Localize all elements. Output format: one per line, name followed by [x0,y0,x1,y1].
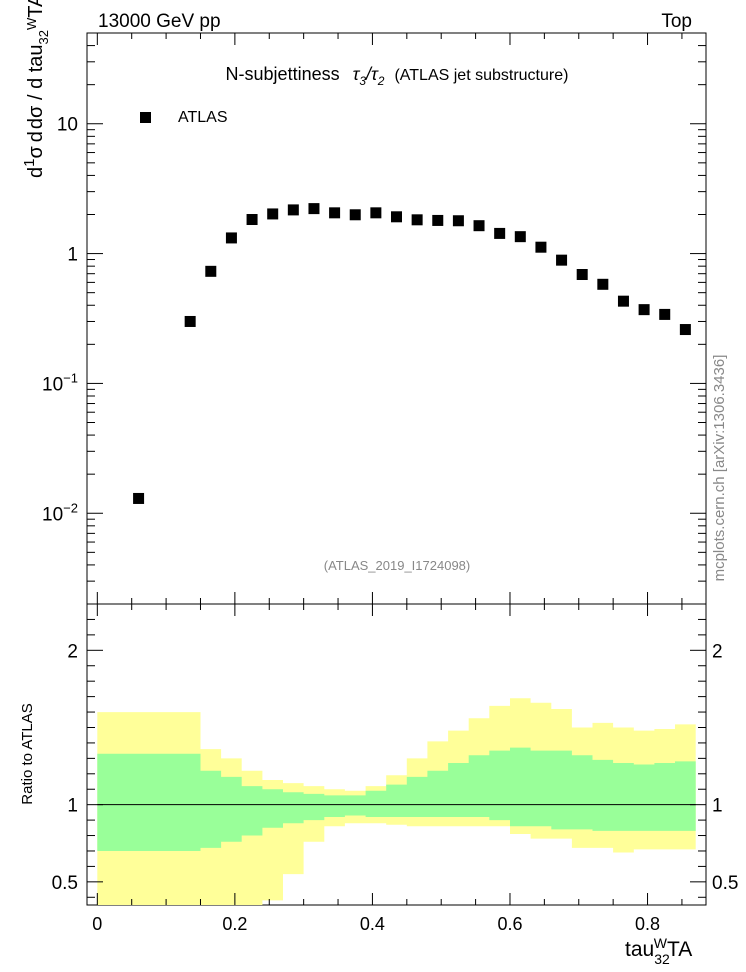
data-point [329,207,341,219]
ratio-y-tick-label: 1 [67,796,78,817]
x-tick-label: 0.2 [222,914,247,934]
data-point [576,269,588,281]
data-point [514,231,526,243]
main-y-tick-label: 10 [57,115,78,136]
x-tick-label: 0.8 [635,914,660,934]
x-tick-label: 0 [92,914,102,934]
data-point [267,208,279,220]
data-point [246,214,258,226]
ratio-y-tick-label-right: 0.5 [712,873,738,894]
data-point [308,203,320,215]
data-point [473,220,485,232]
main-y-tick-label: 10−1 [42,370,78,395]
main-points [133,203,691,504]
data-point [494,227,506,239]
x-tick-label: 0.4 [360,914,385,934]
ratio-bands [97,698,696,905]
side-label: mcplots.cern.ch [arXiv:1306.3436] [711,355,728,582]
data-point [205,265,217,277]
ratio-y-tick-label-right: 1 [712,796,723,817]
legend-marker [140,112,151,123]
analysis-watermark: (ATLAS_2019_I1724098) [324,558,470,573]
data-point [535,241,547,253]
data-point [452,215,464,227]
ratio-y-tick-label: 2 [67,641,78,662]
data-point [225,232,237,244]
title-suffix: (ATLAS jet substructure) [394,67,568,84]
legend-label: ATLAS [178,109,228,126]
ratio-y-axis-label: Ratio to ATLAS [19,703,36,804]
data-point [370,207,382,219]
chart-title: N-subjettiness τ3/τ2 (ATLAS jet substruc… [226,64,569,89]
y-label-text: d1σddσ / d tau32WTA [21,0,51,178]
main-axes: 10−2 10−1 1 10 [42,32,706,605]
header-right: Top [661,11,692,32]
ratio-band-1 [97,747,696,851]
main-y-tick-label: 10−2 [42,500,78,525]
data-point [391,211,402,223]
title-tau-ratio: τ3/τ2 [353,64,385,88]
data-point [659,308,671,320]
main-y-axis-label: d1σddσ / d tau32WTA [21,0,51,178]
data-point [556,254,568,266]
x-tick-label: 0.6 [497,914,522,934]
data-point [638,304,650,316]
data-point [597,278,609,290]
data-point [287,204,299,216]
ratio-y-tick-label: 0.5 [52,873,78,894]
data-point [349,209,361,221]
data-point [617,295,629,307]
title-prefix: N-subjettiness [226,64,340,84]
ratio-y-tick-label-right: 2 [712,641,723,662]
data-point [411,214,423,226]
main-y-tick-label: 1 [67,245,78,266]
ratio-panel-frame [86,603,707,906]
ratio-axes: 0 0.2 0.4 0.6 0.8 0.5 0.5 1 1 2 2 [52,604,738,934]
data-point [679,324,691,336]
header-left: 13000 GeV pp [98,11,221,32]
data-point [133,492,145,504]
x-axis-label: tau32WTA [625,935,692,967]
data-point [432,214,444,226]
data-point [184,315,196,327]
